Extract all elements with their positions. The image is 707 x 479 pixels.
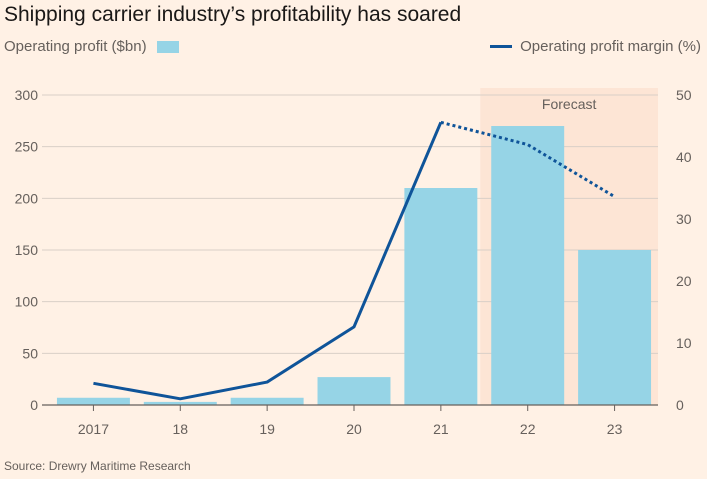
left-tick-label: 100 — [15, 294, 39, 310]
left-tick-label: 200 — [15, 190, 39, 206]
margin-line-solid — [93, 121, 443, 401]
bar — [230, 397, 304, 405]
bar — [317, 377, 391, 405]
right-tick-label: 10 — [676, 335, 692, 351]
bar — [404, 188, 478, 405]
right-tick-label: 40 — [676, 149, 692, 165]
x-tick-label: 18 — [172, 421, 188, 437]
legend-line-swatch — [490, 45, 513, 48]
bar — [491, 126, 565, 405]
x-tick-label: 2017 — [78, 421, 109, 437]
left-tick-label: 300 — [15, 87, 39, 103]
left-tick-label: 150 — [15, 242, 39, 258]
x-tick-label: 19 — [259, 421, 275, 437]
left-tick-label: 0 — [30, 397, 38, 413]
chart-title: Shipping carrier industry’s profitabilit… — [4, 3, 462, 26]
source-note: Source: Drewry Maritime Research — [4, 459, 191, 473]
left-tick-label: 50 — [22, 345, 38, 361]
right-tick-label: 0 — [676, 397, 684, 413]
legend-line: Operating profit margin (%) — [490, 38, 701, 55]
legend-bars: Operating profit ($bn) — [4, 38, 179, 55]
x-tick-label: 21 — [433, 421, 449, 437]
right-tick-label: 50 — [676, 87, 692, 103]
legend-bars-swatch — [156, 40, 179, 53]
x-tick-label: 22 — [520, 421, 536, 437]
right-tick-label: 30 — [676, 211, 692, 227]
margin-line-forecast — [440, 120, 616, 198]
legend-bars-label: Operating profit ($bn) — [4, 38, 147, 55]
bar — [56, 397, 130, 405]
bar — [578, 250, 652, 405]
right-tick-label: 20 — [676, 273, 692, 289]
forecast-label: Forecast — [542, 96, 597, 112]
left-tick-label: 250 — [15, 139, 39, 155]
x-tick-label: 20 — [346, 421, 362, 437]
bar — [143, 401, 217, 405]
legend-line-label: Operating profit margin (%) — [520, 38, 701, 55]
x-tick-label: 23 — [607, 421, 623, 437]
